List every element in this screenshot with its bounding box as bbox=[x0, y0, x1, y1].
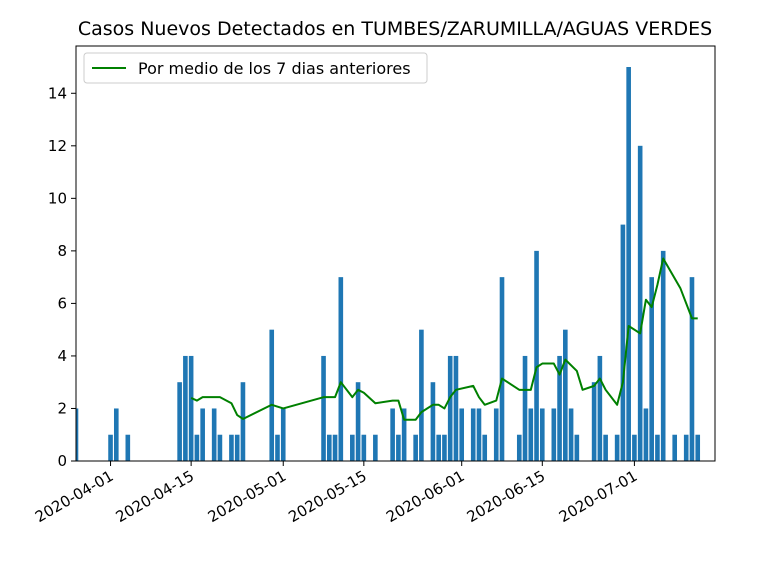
bar bbox=[632, 434, 637, 461]
bar bbox=[655, 434, 660, 461]
bar bbox=[597, 355, 603, 461]
bar bbox=[672, 434, 678, 461]
bar bbox=[574, 434, 580, 461]
bar bbox=[240, 382, 246, 461]
chart-title: Casos Nuevos Detectados en TUMBES/ZARUMI… bbox=[78, 18, 712, 40]
bar bbox=[447, 355, 453, 461]
y-tick-label: 8 bbox=[57, 242, 67, 260]
bar bbox=[355, 382, 361, 461]
plot-area bbox=[75, 45, 716, 462]
bar bbox=[350, 434, 355, 461]
bar bbox=[200, 408, 205, 461]
bar bbox=[603, 434, 608, 461]
bar bbox=[476, 408, 482, 461]
bar bbox=[557, 355, 562, 461]
bar bbox=[620, 224, 626, 461]
y-tick-label: 6 bbox=[57, 294, 67, 312]
bar bbox=[183, 355, 188, 461]
bar bbox=[361, 434, 367, 461]
axes-frame bbox=[75, 45, 716, 462]
bar bbox=[280, 408, 286, 461]
bar bbox=[695, 434, 701, 461]
bar bbox=[401, 408, 407, 461]
bar bbox=[534, 250, 539, 461]
bar bbox=[563, 329, 568, 461]
y-tick-label: 14 bbox=[48, 84, 67, 102]
moving-average-line bbox=[190, 257, 698, 421]
bar bbox=[194, 434, 200, 461]
bar bbox=[275, 434, 280, 461]
bar bbox=[413, 434, 418, 461]
bar bbox=[591, 382, 597, 461]
bar bbox=[470, 408, 476, 461]
legend-label: Por medio de los 7 dias anteriores bbox=[138, 59, 411, 78]
y-tick-label: 4 bbox=[57, 347, 67, 365]
bar bbox=[493, 408, 499, 461]
bar bbox=[637, 145, 643, 461]
bar bbox=[188, 355, 194, 461]
y-axis: 0 2 4 6 8 10 12 14 bbox=[48, 84, 76, 470]
bar bbox=[321, 355, 326, 461]
bar bbox=[459, 408, 465, 461]
legend-box bbox=[83, 52, 428, 84]
bar bbox=[568, 408, 574, 461]
bar bbox=[217, 434, 223, 461]
bar bbox=[539, 408, 545, 461]
bar bbox=[626, 67, 631, 461]
bar bbox=[338, 277, 344, 461]
bar bbox=[614, 434, 620, 461]
y-tick-label: 10 bbox=[48, 189, 67, 207]
y-tick-label: 2 bbox=[57, 399, 67, 417]
y-tick-label: 0 bbox=[57, 452, 67, 470]
bar bbox=[528, 408, 534, 461]
legend: Por medio de los 7 dias anteriores bbox=[83, 52, 428, 84]
bar bbox=[125, 434, 131, 461]
bar bbox=[516, 434, 522, 461]
bar bbox=[453, 355, 459, 461]
bar bbox=[499, 277, 505, 461]
bar bbox=[649, 277, 654, 461]
bar bbox=[442, 434, 447, 461]
bar bbox=[326, 434, 332, 461]
bar bbox=[396, 434, 401, 461]
bar bbox=[234, 434, 240, 461]
bar bbox=[229, 434, 234, 461]
bar bbox=[177, 382, 182, 461]
bar-series bbox=[76, 67, 701, 461]
bar bbox=[551, 408, 557, 461]
bar bbox=[211, 408, 217, 461]
y-tick-label: 12 bbox=[48, 137, 67, 155]
bar bbox=[482, 434, 488, 461]
bar bbox=[522, 355, 528, 461]
bar bbox=[683, 434, 689, 461]
bar bbox=[643, 408, 649, 461]
bar bbox=[436, 434, 441, 461]
bar bbox=[108, 434, 113, 461]
bar bbox=[269, 329, 275, 461]
bar bbox=[332, 434, 338, 461]
bar bbox=[113, 408, 119, 461]
bar bbox=[373, 434, 378, 461]
bar bbox=[430, 382, 436, 461]
bar bbox=[76, 408, 79, 461]
bar bbox=[390, 408, 395, 461]
bar bbox=[689, 277, 695, 461]
bar bbox=[419, 329, 424, 461]
bar bbox=[660, 250, 666, 461]
